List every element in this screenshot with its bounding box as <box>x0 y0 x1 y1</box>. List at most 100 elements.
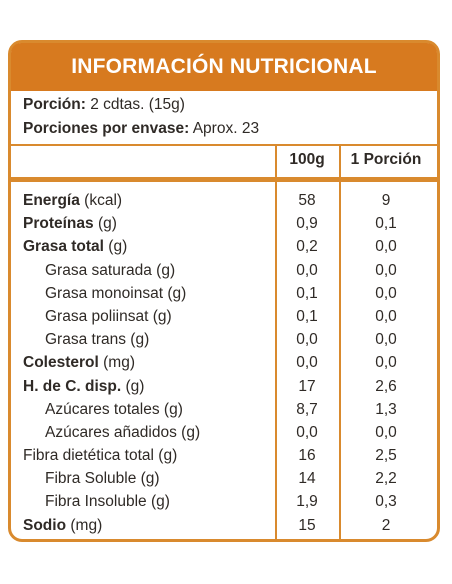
nutrient-row: Fibra dietética total (g) 16 2,5 <box>11 444 437 467</box>
nutrient-name: Proteínas <box>23 215 94 233</box>
value-per-portion: 0,0 <box>375 261 397 279</box>
nutrient-name: Azúcares añadidos <box>45 423 177 441</box>
nutrient-label: Energía (kcal) <box>23 189 122 212</box>
value-per-100g: 8,7 <box>296 400 318 418</box>
value-per-portion: 0,1 <box>375 215 397 233</box>
nutrient-label: Sodio (mg) <box>23 514 102 537</box>
value-per-portion: 0,3 <box>375 493 397 511</box>
nutrient-unit: (g) <box>167 284 187 302</box>
nutrient-row: Fibra Soluble (g) 14 2,2 <box>11 467 437 490</box>
nutrient-name: Energía <box>23 192 80 209</box>
nutrient-table: Energía (kcal) 58 9 Proteínas (g) 0,9 0,1 Gras… <box>11 189 437 537</box>
value-per-portion: 2,6 <box>375 377 397 395</box>
nutrient-row: Grasa trans (g) 0,0 0,0 <box>11 328 437 351</box>
nutrient-label: Grasa poliinsat (g) <box>45 305 172 328</box>
nutrient-unit: (g) <box>156 261 176 279</box>
value-per-portion: 2,5 <box>375 447 397 465</box>
nutrient-unit: (g) <box>150 493 170 511</box>
value-per-100g: 0,9 <box>296 215 318 233</box>
value-per-100g: 16 <box>298 447 316 465</box>
nutrient-name: H. de C. disp. <box>23 377 122 395</box>
servings-per-pack-label: Porciones por envase: <box>23 120 190 137</box>
nutrient-row: Grasa total (g) 0,2 0,0 <box>11 235 437 258</box>
value-per-100g: 17 <box>298 377 316 395</box>
nutrient-unit: (g) <box>181 423 201 441</box>
value-per-portion: 1,3 <box>375 400 397 418</box>
nutrient-row: Colesterol (mg) 0,0 0,0 <box>11 351 437 374</box>
nutrient-label: Azúcares totales (g) <box>45 398 183 421</box>
value-per-100g: 14 <box>298 470 316 488</box>
value-per-portion: 2,2 <box>375 470 397 488</box>
nutrient-label: H. de C. disp. (g) <box>23 375 144 398</box>
nutrient-unit: (kcal) <box>84 192 123 209</box>
title: INFORMACIÓN NUTRICIONAL <box>71 55 377 78</box>
value-per-100g: 0,1 <box>296 307 318 325</box>
nutrient-name: Sodio <box>23 516 67 534</box>
nutrient-label: Grasa total (g) <box>23 235 127 258</box>
nutrient-name: Grasa poliinsat <box>45 307 149 325</box>
divider-header <box>11 177 437 182</box>
nutrient-name: Fibra dietética total <box>23 447 154 465</box>
value-per-100g: 0,1 <box>296 284 318 302</box>
serving-size-line: Porción: 2 cdtas. (15g) <box>23 96 185 114</box>
nutrient-label: Azúcares añadidos (g) <box>45 421 200 444</box>
value-per-portion: 0,0 <box>375 331 397 349</box>
value-per-100g: 15 <box>298 516 316 534</box>
nutrient-row: Azúcares añadidos (g) 0,0 0,0 <box>11 421 437 444</box>
nutrition-facts-label: INFORMACIÓN NUTRICIONAL Porción: 2 cdtas… <box>8 40 440 542</box>
nutrient-name: Colesterol <box>23 354 99 372</box>
serving-size-value: 2 cdtas. (15g) <box>90 96 185 113</box>
nutrient-row: Grasa monoinsat (g) 0,1 0,0 <box>11 282 437 305</box>
value-per-100g: 1,9 <box>296 493 318 511</box>
nutrient-row: Fibra Insoluble (g) 1,9 0,3 <box>11 490 437 513</box>
title-banner: INFORMACIÓN NUTRICIONAL <box>11 43 437 91</box>
value-per-portion: 0,0 <box>375 307 397 325</box>
nutrient-name: Azúcares totales <box>45 400 160 418</box>
nutrient-row: Grasa poliinsat (g) 0,1 0,0 <box>11 305 437 328</box>
column-divider-1 <box>275 146 277 539</box>
nutrient-unit: (g) <box>140 470 160 488</box>
value-per-100g: 0,2 <box>296 238 318 256</box>
divider-top <box>11 144 437 146</box>
nutrient-row: Energía (kcal) 58 9 <box>11 189 437 212</box>
nutrient-name: Grasa total <box>23 238 104 256</box>
nutrient-label: Colesterol (mg) <box>23 351 135 374</box>
nutrient-unit: (g) <box>152 307 172 325</box>
value-per-100g: 0,0 <box>296 354 318 372</box>
nutrient-row: Azúcares totales (g) 8,7 1,3 <box>11 398 437 421</box>
value-per-portion: 0,0 <box>375 423 397 441</box>
value-per-portion: 0,0 <box>375 284 397 302</box>
nutrient-unit: (mg) <box>70 516 103 534</box>
nutrient-name: Fibra Insoluble <box>45 493 147 511</box>
value-per-portion: 0,0 <box>375 354 397 372</box>
nutrient-name: Grasa trans <box>45 331 126 349</box>
servings-per-pack-value: Aprox. 23 <box>192 120 260 137</box>
nutrient-name: Grasa monoinsat <box>45 284 164 302</box>
nutrient-unit: (g) <box>108 238 128 256</box>
nutrient-unit: (g) <box>163 400 183 418</box>
nutrient-label: Grasa saturada (g) <box>45 259 175 282</box>
value-per-100g: 58 <box>298 192 316 209</box>
value-per-portion: 2 <box>381 516 391 534</box>
nutrient-unit: (g) <box>97 215 117 233</box>
value-per-100g: 0,0 <box>296 423 318 441</box>
nutrient-row: H. de C. disp. (g) 17 2,6 <box>11 375 437 398</box>
nutrient-row: Sodio (mg) 15 2 <box>11 514 437 537</box>
nutrient-unit: (g) <box>130 331 150 349</box>
value-per-portion: 0,0 <box>375 238 397 256</box>
nutrient-name: Fibra Soluble <box>45 470 137 488</box>
column-header-portion: 1 Porción <box>350 151 422 168</box>
nutrient-label: Fibra Insoluble (g) <box>45 490 170 513</box>
nutrient-label: Grasa monoinsat (g) <box>45 282 186 305</box>
nutrient-label: Proteínas (g) <box>23 212 117 235</box>
nutrient-label: Grasa trans (g) <box>45 328 149 351</box>
nutrient-unit: (g) <box>125 377 145 395</box>
value-per-100g: 0,0 <box>296 331 318 349</box>
value-per-100g: 0,0 <box>296 261 318 279</box>
nutrient-label: Fibra Soluble (g) <box>45 467 160 490</box>
column-divider-2 <box>339 146 341 539</box>
nutrient-name: Grasa saturada <box>45 261 152 279</box>
nutrient-unit: (g) <box>158 447 178 465</box>
column-header-100g: 100g <box>289 151 325 168</box>
nutrient-row: Proteínas (g) 0,9 0,1 <box>11 212 437 235</box>
